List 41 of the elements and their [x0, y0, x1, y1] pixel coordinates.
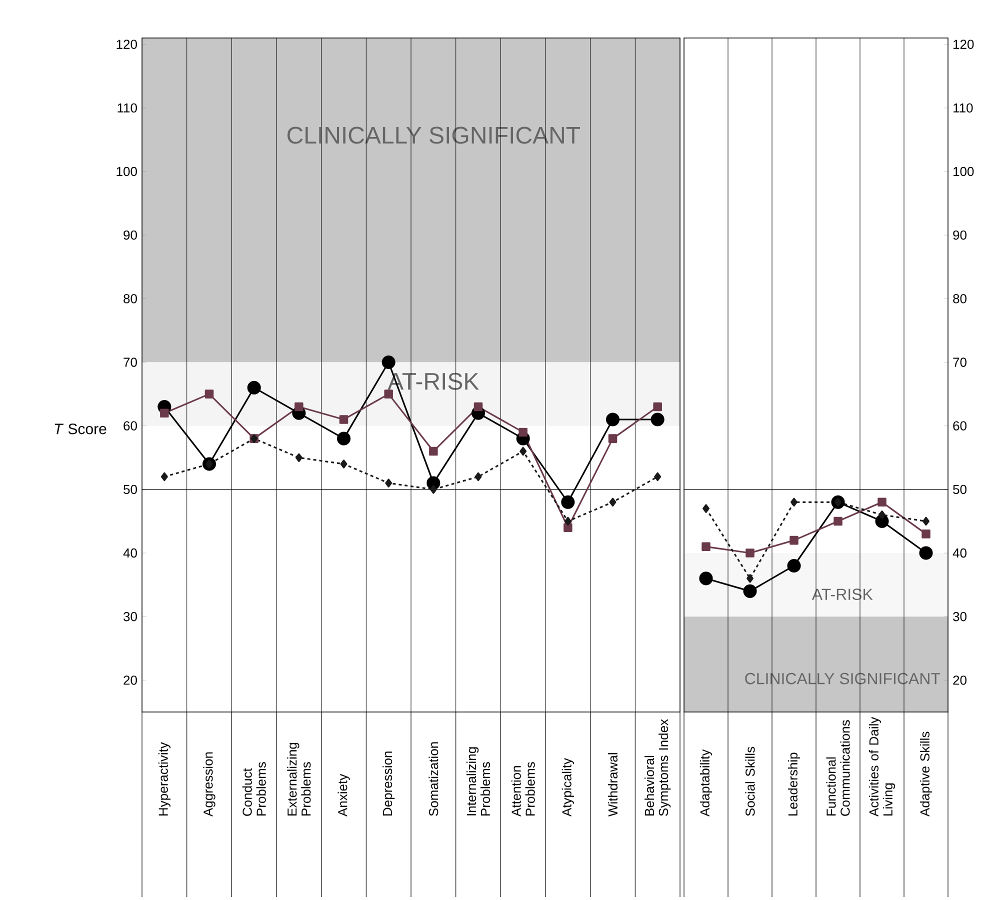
x-tick-label: Hyperactivity — [158, 742, 170, 816]
x-tick-label: Adaptive Skills — [920, 732, 932, 816]
x-tick-label: Depression — [382, 752, 395, 816]
x-tick-label: Aggression — [203, 752, 216, 816]
y-tick-label: 40 — [952, 548, 966, 558]
y-tick-label: 40 — [123, 548, 137, 558]
y-tick-label: 100 — [954, 166, 974, 176]
y-tick-label: 60 — [124, 421, 137, 430]
y-tick-label: 90 — [124, 230, 137, 240]
x-tick-label: Leadership — [788, 752, 800, 816]
y-tick-label: 110 — [118, 103, 137, 113]
x-tick-label: Externalizing Problems — [287, 742, 311, 816]
y-tick-label: 80 — [124, 294, 137, 304]
y-tick-label: 80 — [953, 294, 966, 304]
x-tick-label: Somatization — [428, 742, 438, 816]
x-tick-label: Functional Communications — [826, 720, 850, 816]
x-tick-label: Internalizing Problems — [466, 747, 490, 816]
y-tick-label: 50 — [953, 484, 966, 494]
y-tick-label: 70 — [953, 358, 966, 367]
y-tick-label: 90 — [953, 230, 966, 240]
y-tick-label: 30 — [953, 612, 966, 622]
x-tick-label: Behavioral Symptoms Index — [644, 719, 671, 816]
x-tick-label: Social Skills — [745, 746, 755, 816]
x-tick-label: Atypicality — [562, 758, 574, 816]
y-tick-label: 70 — [124, 358, 137, 367]
y-tick-label: 20 — [124, 676, 137, 685]
y-tick-label: 30 — [124, 612, 137, 622]
y-tick-label: 110 — [954, 103, 973, 113]
x-tick-label: Withdrawal — [608, 753, 618, 816]
x-tick-label: Attention Problems — [511, 762, 535, 816]
y-tick-label: 50 — [124, 484, 137, 494]
y-tick-label: 120 — [116, 40, 137, 49]
y-tick-label: 60 — [953, 421, 966, 430]
x-tick-label: Anxiety — [338, 774, 350, 816]
x-tick-label: Activities of Daily Living — [868, 716, 896, 816]
x-tick-label: Adaptability — [700, 749, 712, 816]
y-tick-label: 20 — [953, 676, 966, 685]
x-tick-label: Conduct Problems — [242, 762, 266, 816]
y-tick-label: 100 — [116, 166, 137, 176]
y-axis-title: T Score — [54, 424, 106, 434]
y-tick-label: 120 — [954, 40, 974, 49]
